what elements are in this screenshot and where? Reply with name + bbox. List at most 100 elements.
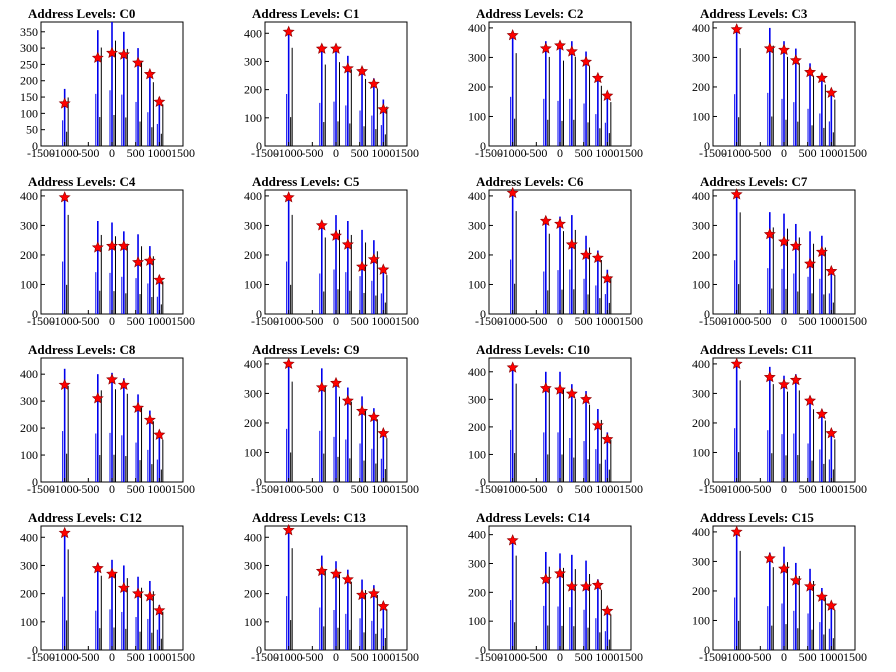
peak-marker xyxy=(565,238,578,250)
x-tick-label: 500 xyxy=(799,314,817,328)
peak-marker xyxy=(763,228,776,240)
x-tick-label: -1000 xyxy=(499,314,527,328)
y-tick-label: 0 xyxy=(704,139,710,153)
y-tick-label: 0 xyxy=(32,475,38,489)
x-tick-label: 500 xyxy=(351,314,369,328)
y-tick-label: 400 xyxy=(244,530,262,544)
y-tick-label: 400 xyxy=(692,189,710,203)
peak-marker xyxy=(377,600,390,612)
x-tick-label: 500 xyxy=(351,482,369,496)
peak-marker xyxy=(506,534,519,546)
peak-marker xyxy=(591,251,604,264)
y-tick-label: 400 xyxy=(692,357,710,371)
peak-marker xyxy=(591,578,604,591)
peak-marker xyxy=(153,273,166,286)
x-tick-label: -1500 xyxy=(475,146,503,160)
peak-marker xyxy=(153,604,166,616)
peak-marker xyxy=(539,214,552,227)
panel-title: Address Levels: C10 xyxy=(476,342,590,357)
x-tick-label: -500 xyxy=(301,650,323,664)
x-tick-label: 1500 xyxy=(395,314,419,328)
y-tick-label: 200 xyxy=(468,420,486,434)
x-tick-label: 500 xyxy=(799,650,817,664)
x-tick-label: -500 xyxy=(749,482,771,496)
peak-marker xyxy=(601,272,614,284)
peak-marker xyxy=(330,376,342,389)
peak-marker xyxy=(315,564,328,577)
panel-title: Address Levels: C6 xyxy=(476,174,584,189)
peak-marker xyxy=(804,580,817,592)
x-tick-label: -1000 xyxy=(51,650,79,664)
peak-marker xyxy=(539,573,552,585)
y-tick-label: 0 xyxy=(256,307,262,321)
y-tick-label: 300 xyxy=(468,50,486,64)
y-tick-label: 0 xyxy=(704,307,710,321)
x-tick-label: 0 xyxy=(557,314,563,328)
x-tick-label: 1000 xyxy=(819,314,843,328)
x-tick-label: 1500 xyxy=(843,314,867,328)
peak-marker xyxy=(763,370,776,383)
peak-marker xyxy=(730,357,743,370)
y-tick-label: 100 xyxy=(692,445,710,459)
panel-title: Address Levels: C7 xyxy=(700,174,808,189)
y-tick-label: 250 xyxy=(20,57,38,71)
panel-title: Address Levels: C3 xyxy=(700,6,808,21)
x-tick-label: -500 xyxy=(77,314,99,328)
x-tick-label: 1500 xyxy=(171,146,195,160)
y-tick-label: 200 xyxy=(468,585,486,599)
x-tick-label: -1500 xyxy=(251,314,279,328)
x-tick-label: 500 xyxy=(575,314,593,328)
x-tick-label: -1000 xyxy=(723,314,751,328)
peak-marker xyxy=(117,48,130,60)
peak-marker xyxy=(565,580,578,592)
x-tick-label: -1500 xyxy=(251,146,279,160)
y-tick-label: 300 xyxy=(20,218,38,232)
panel-4: Address Levels: C4 0 100 200 300 400 -1500-100… xyxy=(20,174,195,328)
y-tick-label: 0 xyxy=(256,139,262,153)
x-tick-label: 500 xyxy=(127,650,145,664)
y-tick-label: 0 xyxy=(480,139,486,153)
x-tick-label: -1500 xyxy=(251,482,279,496)
x-tick-label: 0 xyxy=(781,314,787,328)
y-tick-label: 400 xyxy=(692,525,710,539)
y-tick-label: 200 xyxy=(692,416,710,430)
panel-title: Address Levels: C11 xyxy=(700,342,813,357)
x-tick-label: 1000 xyxy=(819,482,843,496)
x-tick-label: -1000 xyxy=(51,314,79,328)
peak-marker xyxy=(789,54,802,66)
x-tick-label: 0 xyxy=(781,146,787,160)
panel-7: Address Levels: C7 0 100 200 300 400 -1500-100… xyxy=(692,174,867,328)
x-tick-label: 0 xyxy=(109,314,115,328)
peak-marker xyxy=(601,433,614,445)
y-tick-label: 0 xyxy=(480,475,486,489)
peak-marker xyxy=(282,523,295,536)
peak-marker xyxy=(789,574,802,586)
x-tick-label: 1000 xyxy=(819,146,843,160)
peak-marker xyxy=(330,567,342,580)
panel-3: Address Levels: C3 0 100 200 300 400 -1500-100… xyxy=(692,6,867,160)
x-tick-label: -1500 xyxy=(699,146,727,160)
y-tick-label: 300 xyxy=(692,554,710,568)
peak-marker xyxy=(143,590,156,602)
peak-marker xyxy=(143,254,156,266)
x-tick-label: 0 xyxy=(333,650,339,664)
y-tick-label: 200 xyxy=(692,248,710,262)
x-tick-label: 1500 xyxy=(619,482,643,496)
x-tick-label: 0 xyxy=(557,482,563,496)
peak-marker xyxy=(506,29,519,41)
x-tick-label: 0 xyxy=(557,146,563,160)
y-tick-label: 300 xyxy=(20,41,38,55)
x-tick-label: -500 xyxy=(749,650,771,664)
x-tick-label: -1500 xyxy=(27,146,55,160)
x-tick-label: 1000 xyxy=(147,146,171,160)
peak-marker xyxy=(315,219,328,231)
y-tick-label: 400 xyxy=(468,365,486,379)
peak-marker xyxy=(554,383,566,395)
x-tick-label: -500 xyxy=(749,146,771,160)
y-tick-label: 400 xyxy=(692,21,710,35)
x-tick-label: -1500 xyxy=(699,482,727,496)
peak-marker xyxy=(554,567,566,579)
x-tick-label: 500 xyxy=(351,650,369,664)
x-tick-label: -500 xyxy=(77,650,99,664)
x-tick-label: -1000 xyxy=(723,482,751,496)
